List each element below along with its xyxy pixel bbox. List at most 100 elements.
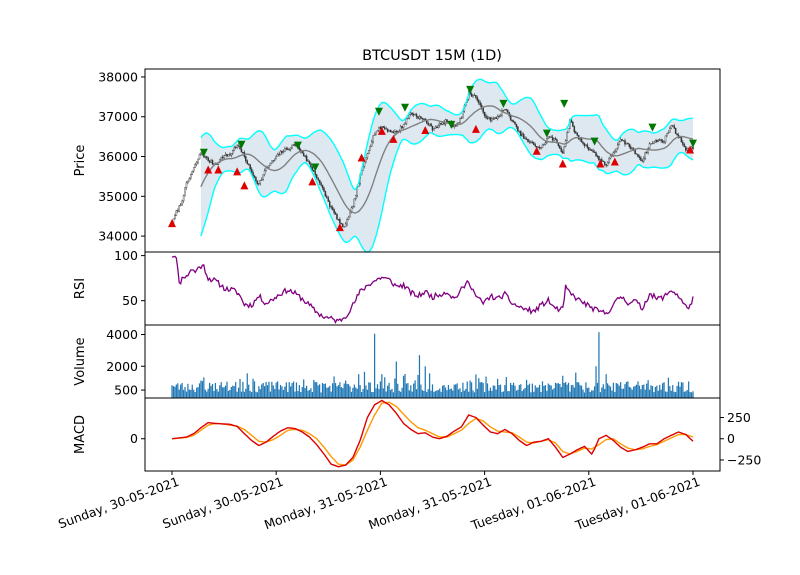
- volume-bar: [239, 378, 241, 398]
- volume-bar: [573, 387, 575, 398]
- candle-body: [337, 219, 340, 221]
- candle-body: [493, 117, 496, 119]
- volume-bar: [644, 389, 646, 398]
- buy-marker: [377, 126, 386, 135]
- buy-marker: [204, 165, 213, 174]
- volume-bar: [596, 382, 599, 398]
- volume-bar: [443, 384, 445, 398]
- candle-body: [530, 141, 532, 143]
- candle-body: [236, 145, 238, 148]
- volume-bar: [227, 390, 230, 398]
- candle-body: [453, 124, 455, 127]
- candle-body: [562, 151, 564, 154]
- volume-bar: [440, 391, 442, 398]
- candle-body: [661, 140, 664, 143]
- candle-body: [686, 147, 688, 151]
- candle-body: [543, 143, 545, 146]
- volume-bar: [557, 383, 560, 398]
- volume-bar: [672, 385, 674, 398]
- volume-bar: [518, 385, 520, 398]
- volume-bar: [421, 390, 423, 398]
- sell-marker: [560, 99, 569, 108]
- candle-body: [592, 150, 594, 153]
- candle-body: [682, 142, 684, 145]
- volume-bar: [317, 385, 319, 398]
- volume-bar: [475, 374, 477, 398]
- volume-bar: [332, 383, 334, 398]
- volume-bar: [197, 387, 199, 398]
- volume-bar: [187, 383, 189, 398]
- volume-bar: [530, 392, 532, 398]
- volume-bar: [300, 392, 302, 398]
- candle-body: [563, 146, 565, 154]
- candle-body: [658, 139, 661, 141]
- candle-body: [207, 157, 209, 162]
- candle-body: [560, 148, 563, 152]
- volume-bar: [601, 387, 603, 398]
- volume-bar: [677, 381, 680, 398]
- buy-marker: [532, 146, 541, 155]
- volume-bar: [336, 386, 338, 398]
- candle-body: [347, 216, 350, 220]
- candle-body: [247, 163, 250, 165]
- volume-bar: [250, 392, 253, 398]
- volume-bar: [373, 333, 376, 398]
- volume-y-axis: 500 2000 4000: [106, 327, 145, 398]
- candle-body: [495, 117, 497, 119]
- candle-body: [379, 127, 382, 130]
- volume-bar: [269, 391, 272, 398]
- volume-bar: [305, 385, 308, 398]
- volume-bar: [540, 391, 542, 398]
- price-panel: 34000 35000 36000 37000 38000 Price: [73, 68, 721, 253]
- candle-body: [274, 158, 276, 161]
- volume-bar: [291, 383, 293, 398]
- rsi-plot-area: [171, 255, 694, 325]
- volume-bar: [224, 385, 227, 398]
- volume-bar: [371, 392, 373, 398]
- candle-body: [488, 117, 490, 119]
- candle-body: [573, 126, 576, 133]
- volume-bar: [473, 392, 476, 398]
- y-tick-label: 35000: [98, 189, 138, 204]
- volume-bar: [316, 382, 318, 398]
- candle-body: [664, 135, 667, 143]
- volume-bar: [447, 385, 450, 398]
- sell-marker: [237, 140, 246, 149]
- candle-body: [641, 160, 644, 162]
- volume-bar: [651, 386, 654, 398]
- candle-body: [310, 163, 312, 168]
- candle-body: [327, 197, 330, 202]
- candle-body: [263, 170, 266, 175]
- volume-bar: [310, 388, 312, 398]
- candle-body: [259, 180, 262, 184]
- candle-body: [685, 146, 687, 151]
- volume-bar: [656, 385, 658, 398]
- y-tick-label: 37000: [98, 109, 138, 124]
- candle-body: [627, 142, 629, 145]
- volume-bar: [680, 382, 683, 398]
- volume-bar: [174, 386, 176, 398]
- candle-body: [534, 144, 537, 147]
- candle-body: [554, 138, 557, 140]
- volume-bar: [304, 388, 306, 398]
- candle-body: [230, 153, 233, 156]
- candle-body: [650, 143, 652, 145]
- volume-bar: [308, 390, 311, 398]
- candle-body: [344, 223, 347, 227]
- volume-bar: [264, 386, 266, 398]
- volume-bar: [397, 383, 399, 398]
- volume-bar: [517, 389, 519, 398]
- volume-bar: [337, 385, 340, 398]
- candle-body: [603, 161, 606, 165]
- candle-body: [566, 132, 568, 141]
- volume-bar: [413, 383, 415, 398]
- candle-body: [505, 109, 508, 111]
- candle-body: [504, 109, 506, 111]
- volume-bar: [185, 391, 188, 398]
- volume-bar: [303, 379, 305, 398]
- volume-bar: [470, 382, 473, 398]
- volume-bar: [455, 384, 457, 398]
- volume-bar: [362, 389, 364, 398]
- candle-body: [411, 112, 413, 115]
- candle-body: [572, 121, 574, 127]
